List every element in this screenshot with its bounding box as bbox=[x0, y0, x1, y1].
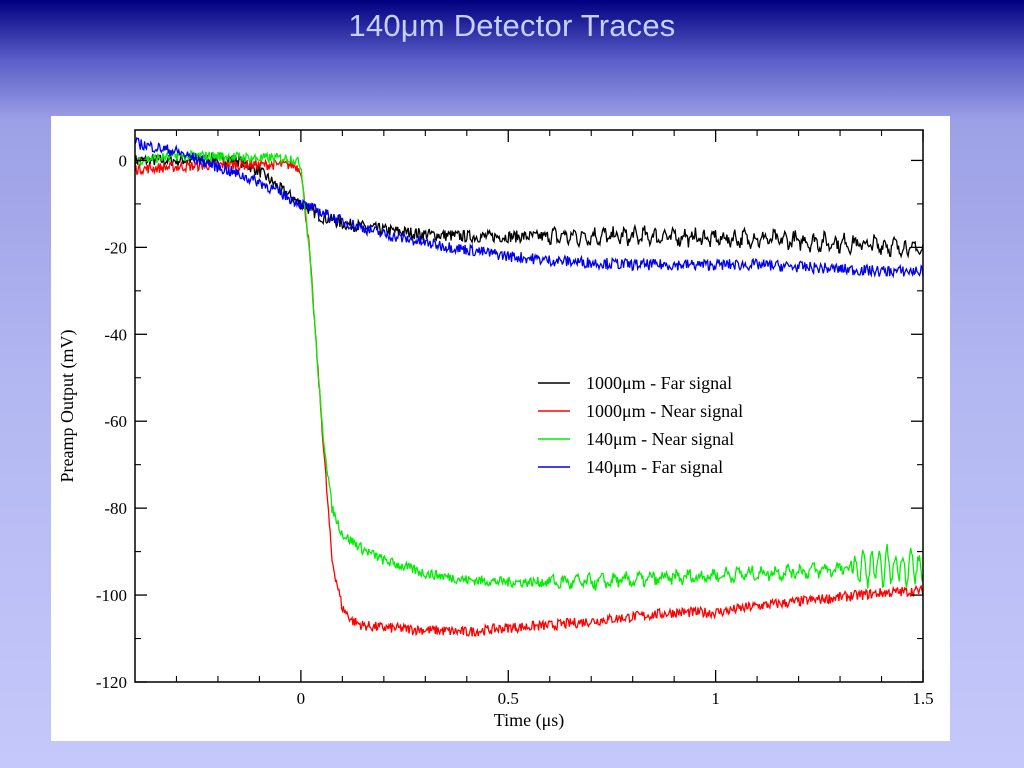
y-tick-label: -80 bbox=[104, 499, 127, 518]
x-axis-label: Time (μs) bbox=[494, 710, 565, 731]
y-axis-label: Preamp Output (mV) bbox=[57, 330, 78, 483]
legend-entry-label: 1000μm - Near signal bbox=[586, 401, 743, 421]
y-tick-label: -100 bbox=[96, 586, 127, 605]
slide-title: 140μm Detector Traces bbox=[348, 8, 676, 43]
series-line-0 bbox=[134, 151, 924, 259]
x-tick-label: 0 bbox=[297, 689, 306, 708]
y-tick-label: -40 bbox=[104, 325, 127, 344]
x-tick-label: 1.5 bbox=[912, 689, 933, 708]
plot-frame bbox=[134, 129, 924, 683]
series-line-2 bbox=[134, 149, 924, 591]
x-tick-label: 1 bbox=[711, 689, 720, 708]
x-tick-label: 0.5 bbox=[498, 689, 519, 708]
chart-svg: 0 0.5 1 1.50-20-40-60-80-100-120 Time (μs) … bbox=[57, 129, 934, 731]
y-tick-label: -60 bbox=[104, 412, 127, 431]
legend-entry-label: 140μm - Near signal bbox=[586, 429, 734, 449]
legend-entry-label: 140μm - Far signal bbox=[586, 457, 723, 477]
y-tick-label: -120 bbox=[96, 673, 127, 692]
y-tick-label: 0 bbox=[119, 151, 128, 170]
legend: 1000μm - Far signal 1000μm - Near signal 1… bbox=[538, 373, 743, 477]
series-line-3 bbox=[134, 136, 924, 279]
axis-ticks: 0 0.5 1 1.5 0 -20 -40 -60 -80 -100 -120 bbox=[96, 130, 934, 708]
traces bbox=[134, 136, 924, 637]
legend-entry-label: 1000μm - Far signal bbox=[586, 373, 732, 393]
series-line-1 bbox=[134, 157, 924, 637]
y-tick-label: -20 bbox=[104, 238, 127, 257]
chart-panel: 0 0.5 1 1.5 0 -20 -40 -60 -80 -100 -120 Time (μs) … bbox=[51, 116, 950, 741]
